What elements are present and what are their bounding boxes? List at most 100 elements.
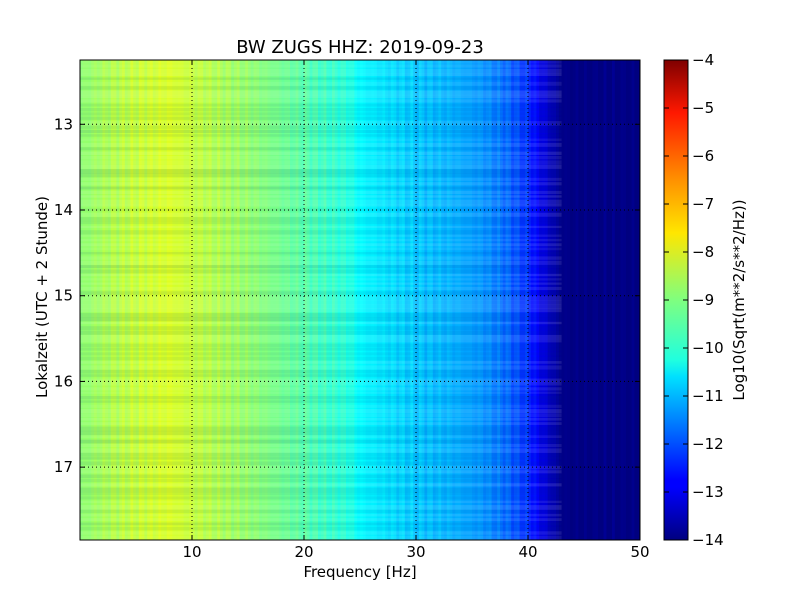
heatmap-band bbox=[80, 448, 562, 453]
heatmap-column bbox=[430, 60, 434, 540]
heatmap-column bbox=[466, 60, 470, 540]
heatmap-column bbox=[136, 60, 140, 540]
heatmap-band bbox=[80, 404, 562, 408]
heatmap-band bbox=[80, 278, 562, 281]
y-axis: 13 14 15 16 17 bbox=[54, 115, 640, 476]
colorbar-ticks: −4 −5 −6 −7 −8 −9 −10 −11 −12 −13 −14 bbox=[664, 51, 724, 549]
heatmap-band bbox=[80, 417, 562, 421]
heatmap-column bbox=[385, 60, 389, 540]
heatmap-column bbox=[273, 60, 277, 540]
heatmap-column bbox=[393, 60, 397, 540]
colorbar-tick-label: −6 bbox=[692, 147, 714, 165]
heatmap-column bbox=[234, 60, 238, 540]
heatmap-column bbox=[390, 60, 395, 540]
colorbar-tick-label: −13 bbox=[692, 483, 724, 501]
heatmap-column bbox=[96, 60, 101, 540]
heatmap-band bbox=[80, 382, 562, 386]
heatmap-band bbox=[80, 151, 562, 155]
heatmap-band bbox=[80, 400, 562, 403]
colorbar-tick-label: −10 bbox=[692, 339, 724, 357]
heatmap-column bbox=[581, 60, 585, 540]
colorbar-tick-label: −12 bbox=[692, 435, 724, 453]
heatmap-column bbox=[220, 60, 224, 540]
heatmap-column bbox=[85, 60, 89, 540]
heatmap-band bbox=[80, 474, 562, 479]
heatmap-column bbox=[438, 60, 442, 540]
heatmap-column bbox=[614, 60, 619, 540]
heatmap-column bbox=[603, 60, 607, 540]
heatmap-band bbox=[80, 500, 562, 504]
heatmap-column bbox=[382, 60, 386, 540]
heatmap-band bbox=[80, 334, 562, 340]
heatmap-column bbox=[264, 60, 269, 540]
heatmap-columns bbox=[80, 60, 640, 540]
heatmap-band bbox=[80, 64, 562, 68]
heatmap-band bbox=[80, 291, 562, 295]
heatmap-column bbox=[158, 60, 162, 540]
heatmap-column bbox=[138, 60, 143, 540]
heatmap-column bbox=[362, 60, 367, 540]
heatmap-column bbox=[365, 60, 369, 540]
heatmap-band bbox=[80, 505, 562, 510]
heatmap-band bbox=[80, 422, 562, 425]
heatmap-column bbox=[480, 60, 484, 540]
heatmap-column bbox=[536, 60, 540, 540]
heatmap-band bbox=[80, 142, 562, 147]
heatmap-column bbox=[301, 60, 305, 540]
heatmap-column bbox=[617, 60, 621, 540]
heatmap-column bbox=[200, 60, 204, 540]
heatmap-column bbox=[404, 60, 409, 540]
heatmap-column bbox=[432, 60, 437, 540]
heatmap-column bbox=[278, 60, 283, 540]
heatmap-band bbox=[80, 522, 562, 526]
heatmap-column bbox=[113, 60, 117, 540]
heatmap-column bbox=[488, 60, 493, 540]
heatmap-band bbox=[80, 238, 562, 242]
heatmap-band bbox=[80, 60, 562, 64]
heatmap-column bbox=[570, 60, 574, 540]
colorbar-tick-label: −7 bbox=[692, 195, 714, 213]
heatmap-band bbox=[80, 77, 562, 80]
heatmap-column bbox=[124, 60, 129, 540]
grid-lines bbox=[80, 60, 640, 540]
heatmap-column bbox=[567, 60, 571, 540]
heatmap-band bbox=[80, 199, 562, 205]
heatmap-column bbox=[332, 60, 336, 540]
heatmap-column bbox=[306, 60, 311, 540]
heatmap-column bbox=[228, 60, 232, 540]
heatmap-bands bbox=[80, 60, 562, 540]
heatmap-column bbox=[500, 60, 504, 540]
heatmap-column bbox=[245, 60, 249, 540]
heatmap-column bbox=[211, 60, 215, 540]
heatmap-column bbox=[586, 60, 591, 540]
heatmap-column bbox=[519, 60, 523, 540]
heatmap-column bbox=[572, 60, 577, 540]
colorbar-label: Log10(Sqrt(m**2/s**2/Hz)) bbox=[730, 199, 748, 400]
heatmap-column bbox=[214, 60, 218, 540]
heatmap-band bbox=[80, 252, 562, 255]
heatmap-band bbox=[80, 300, 562, 305]
heatmap-band bbox=[80, 352, 562, 356]
heatmap-band bbox=[80, 452, 562, 457]
heatmap-column bbox=[312, 60, 316, 540]
heatmap-column bbox=[248, 60, 252, 540]
heatmap-column bbox=[623, 60, 627, 540]
heatmap-column bbox=[147, 60, 151, 540]
heatmap-band bbox=[80, 221, 562, 225]
heatmap-band bbox=[80, 73, 562, 77]
heatmap-column bbox=[99, 60, 103, 540]
heatmap-column bbox=[418, 60, 423, 540]
heatmap-column bbox=[144, 60, 148, 540]
heatmap-column bbox=[217, 60, 221, 540]
heatmap-column bbox=[511, 60, 515, 540]
colorbar: −4 −5 −6 −7 −8 −9 −10 −11 −12 −13 −14 Log10(Sqrt(m… bbox=[663, 51, 748, 549]
heatmap-column bbox=[130, 60, 134, 540]
heatmap-column bbox=[472, 60, 476, 540]
y-axis-label: Lokalzeit (UTC + 2 Stunde) bbox=[33, 196, 51, 398]
heatmap-band bbox=[80, 409, 562, 414]
heatmap-band bbox=[80, 134, 562, 137]
heatmap-band bbox=[80, 190, 562, 195]
heatmap-column bbox=[631, 60, 635, 540]
heatmap-band bbox=[80, 343, 562, 348]
heatmap-column bbox=[396, 60, 400, 540]
